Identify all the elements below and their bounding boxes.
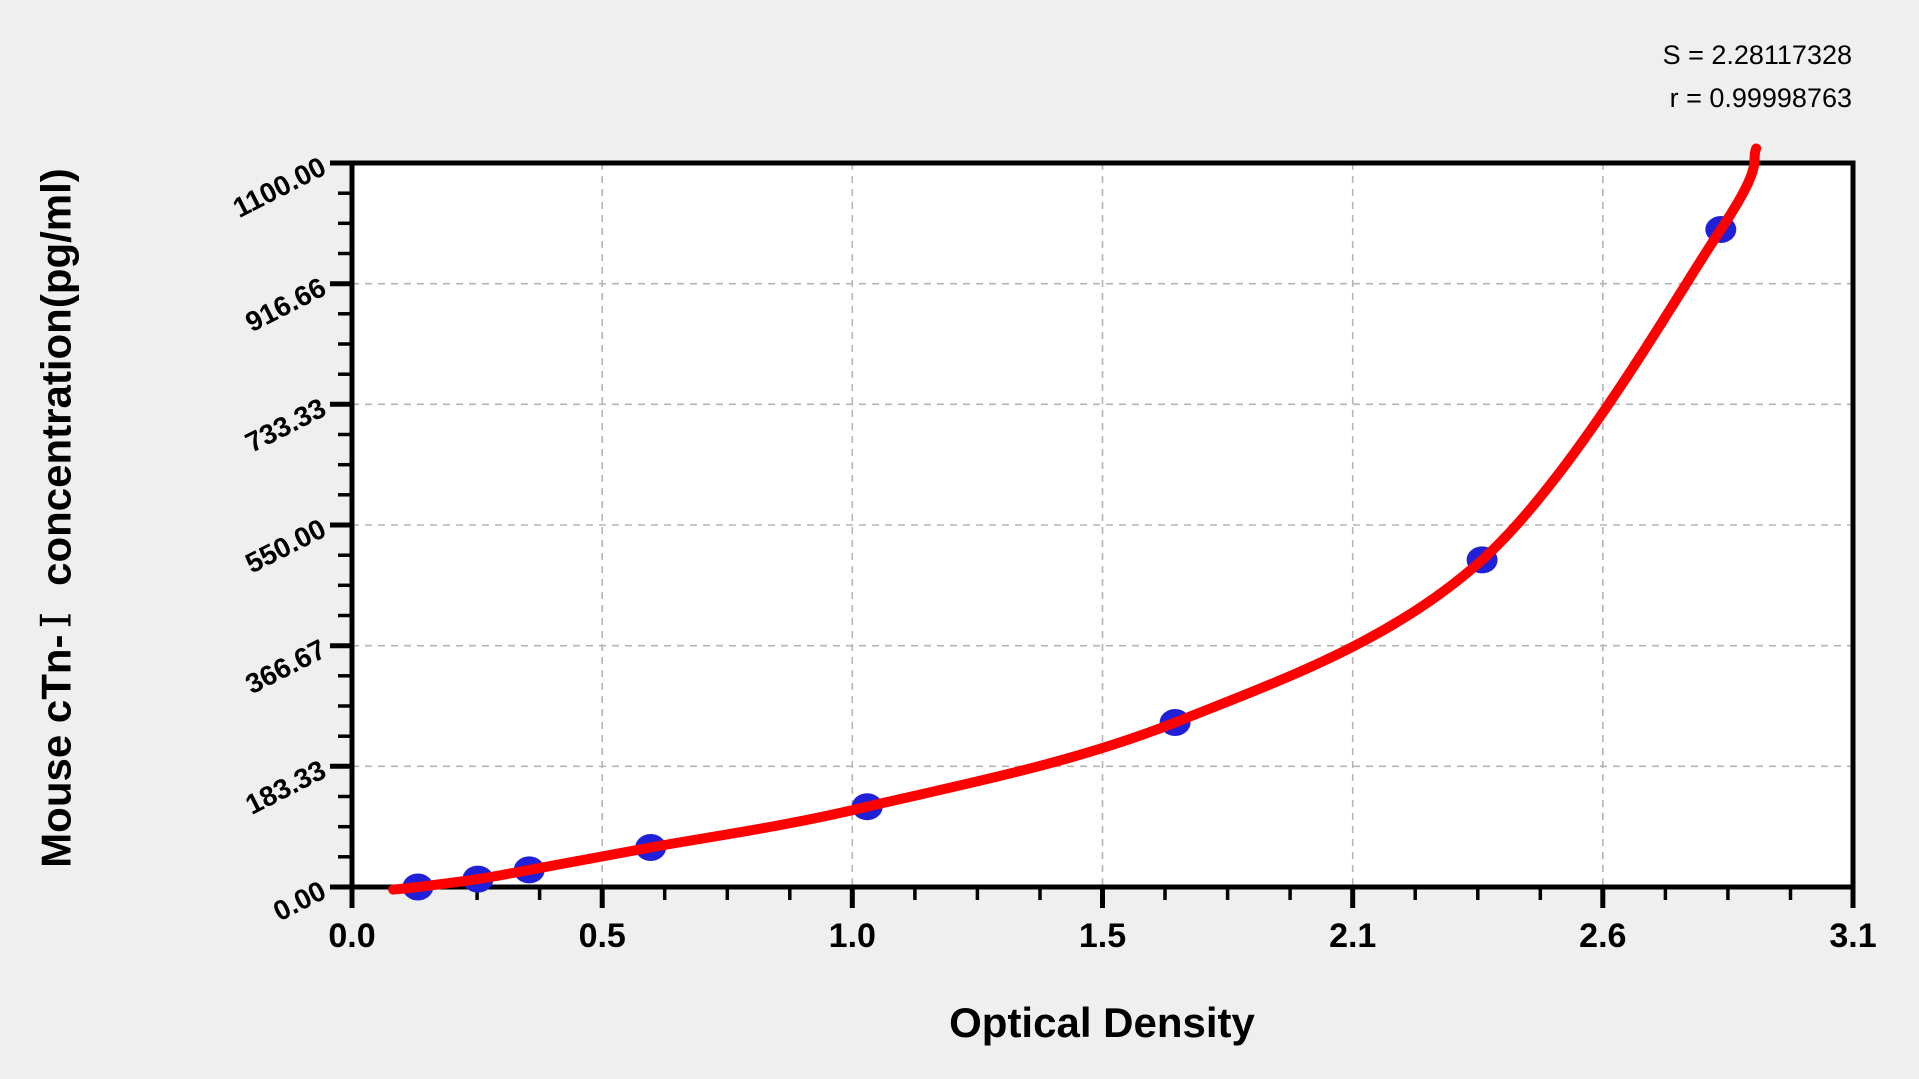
y-axis-title-suffix: concentration(pg/ml) [32,168,80,586]
x-tick-label: 1.0 [829,917,876,955]
y-axis-title-numeral: Ⅰ [31,611,81,629]
y-tick-label: 733.33 [240,392,330,459]
x-tick-label: 1.5 [1079,917,1126,955]
x-tick-label: 2.1 [1329,917,1376,955]
x-tick-label: 3.1 [1829,917,1876,955]
x-tick-label: 2.6 [1579,917,1626,955]
y-axis-title-prefix: Mouse cTn- [32,634,80,868]
fitted-curve [388,143,1762,895]
y-axis-title: Mouse cTn- Ⅰconcentration(pg/ml) [32,168,81,868]
s-value-text: S = 2.28117328 [1662,40,1852,70]
y-tick-label: 916.66 [240,271,330,338]
y-tick-label: 0.00 [268,875,331,927]
x-axis-title: Optical Density [949,999,1255,1046]
y-tick-label: 550.00 [240,513,330,580]
y-tick-label: 1100.00 [228,151,331,224]
x-tick-label: 0.0 [328,917,375,955]
r-value-text: r = 0.99998763 [1669,83,1852,113]
y-tick-label: 366.67 [240,633,330,700]
y-tick-label: 183.33 [240,754,330,821]
axis-ticks [330,160,1856,908]
fit-statistics: S = 2.28117328 r = 0.99998763 [1663,34,1852,120]
x-tick-label: 0.5 [579,917,626,955]
